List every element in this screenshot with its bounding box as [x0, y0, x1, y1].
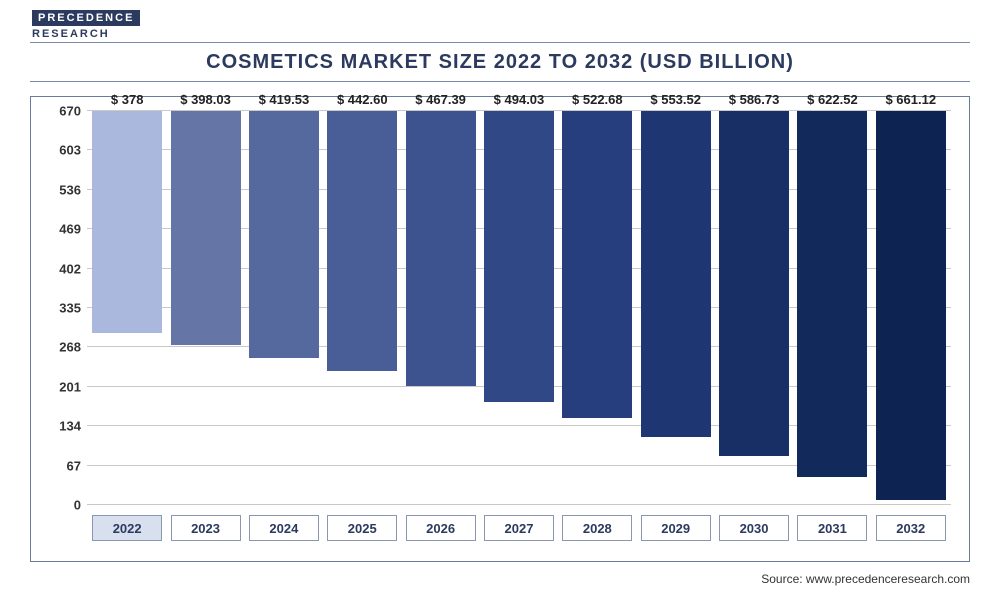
- x-tick-label: 2031: [797, 515, 867, 541]
- x-tick-label: 2026: [406, 515, 476, 541]
- bar-value-label: $ 419.53: [259, 92, 310, 107]
- logo-line2: RESEARCH: [32, 26, 110, 42]
- bar: $ 494.03: [484, 111, 554, 402]
- bar: $ 522.68: [562, 111, 632, 418]
- bar-column: $ 398.03: [169, 111, 241, 505]
- chart-frame: 0 67 134 201 268 335 402 469 536 603 670 $ 378$ 398…: [30, 96, 970, 562]
- bar-column: $ 378: [91, 111, 163, 505]
- y-tick-label: 603: [39, 143, 81, 158]
- bar-column: $ 553.52: [640, 111, 712, 505]
- bar-value-label: $ 553.52: [650, 92, 701, 107]
- y-tick-label: 469: [39, 222, 81, 237]
- bar: $ 442.60: [327, 111, 397, 371]
- bar-value-label: $ 398.03: [180, 92, 231, 107]
- x-tick-label: 2032: [876, 515, 946, 541]
- y-tick-label: 335: [39, 301, 81, 316]
- bar: $ 622.52: [797, 111, 867, 477]
- bar: $ 586.73: [719, 111, 789, 456]
- bar-value-label: $ 661.12: [885, 92, 936, 107]
- x-tick-label: 2029: [641, 515, 711, 541]
- bar: $ 378: [92, 111, 162, 333]
- bar-column: $ 467.39: [404, 111, 476, 505]
- y-tick-label: 201: [39, 379, 81, 394]
- x-tick-label: 2028: [562, 515, 632, 541]
- bar-column: $ 586.73: [718, 111, 790, 505]
- x-tick-label: 2027: [484, 515, 554, 541]
- bar-column: $ 419.53: [248, 111, 320, 505]
- plot-area: 067134201268335402469536603670$ 378$ 398…: [87, 111, 951, 505]
- source-text: Source: www.precedenceresearch.com: [761, 572, 970, 586]
- y-tick-label: 536: [39, 182, 81, 197]
- bar-column: $ 442.60: [326, 111, 398, 505]
- chart-title: COSMETICS MARKET SIZE 2022 TO 2032 (USD …: [206, 51, 794, 74]
- bar-value-label: $ 586.73: [729, 92, 780, 107]
- y-tick-label: 268: [39, 340, 81, 355]
- bar: $ 467.39: [406, 111, 476, 386]
- x-tick-label: 2022: [92, 515, 162, 541]
- x-axis: 2022 2023 2024 2025 2026 2027 2028 2029 2030 2031…: [87, 515, 951, 547]
- bar-column: $ 522.68: [561, 111, 633, 505]
- bar-column: $ 661.12: [875, 111, 947, 505]
- x-tick-label: 2030: [719, 515, 789, 541]
- bar: $ 661.12: [876, 111, 946, 500]
- bars-container: $ 378$ 398.03$ 419.53$ 442.60$ 467.39$ 4…: [87, 111, 951, 505]
- y-tick-label: 0: [39, 498, 81, 513]
- y-tick-label: 67: [39, 458, 81, 473]
- brand-logo: PRECEDENCE RESEARCH: [32, 10, 140, 42]
- bar-column: $ 494.03: [483, 111, 555, 505]
- bar-value-label: $ 467.39: [415, 92, 466, 107]
- bar: $ 398.03: [171, 111, 241, 345]
- y-tick-label: 402: [39, 261, 81, 276]
- bar-value-label: $ 622.52: [807, 92, 858, 107]
- bar-value-label: $ 494.03: [494, 92, 545, 107]
- x-tick-label: 2023: [171, 515, 241, 541]
- bar-value-label: $ 522.68: [572, 92, 623, 107]
- bar: $ 419.53: [249, 111, 319, 358]
- bar-value-label: $ 442.60: [337, 92, 388, 107]
- logo-line1: PRECEDENCE: [32, 10, 140, 26]
- y-tick-label: 670: [39, 104, 81, 119]
- x-tick-label: 2025: [327, 515, 397, 541]
- bar-value-label: $ 378: [111, 92, 144, 107]
- y-tick-label: 134: [39, 419, 81, 434]
- bar-column: $ 622.52: [796, 111, 868, 505]
- title-container: COSMETICS MARKET SIZE 2022 TO 2032 (USD …: [30, 42, 970, 82]
- bar: $ 553.52: [641, 111, 711, 437]
- x-tick-label: 2024: [249, 515, 319, 541]
